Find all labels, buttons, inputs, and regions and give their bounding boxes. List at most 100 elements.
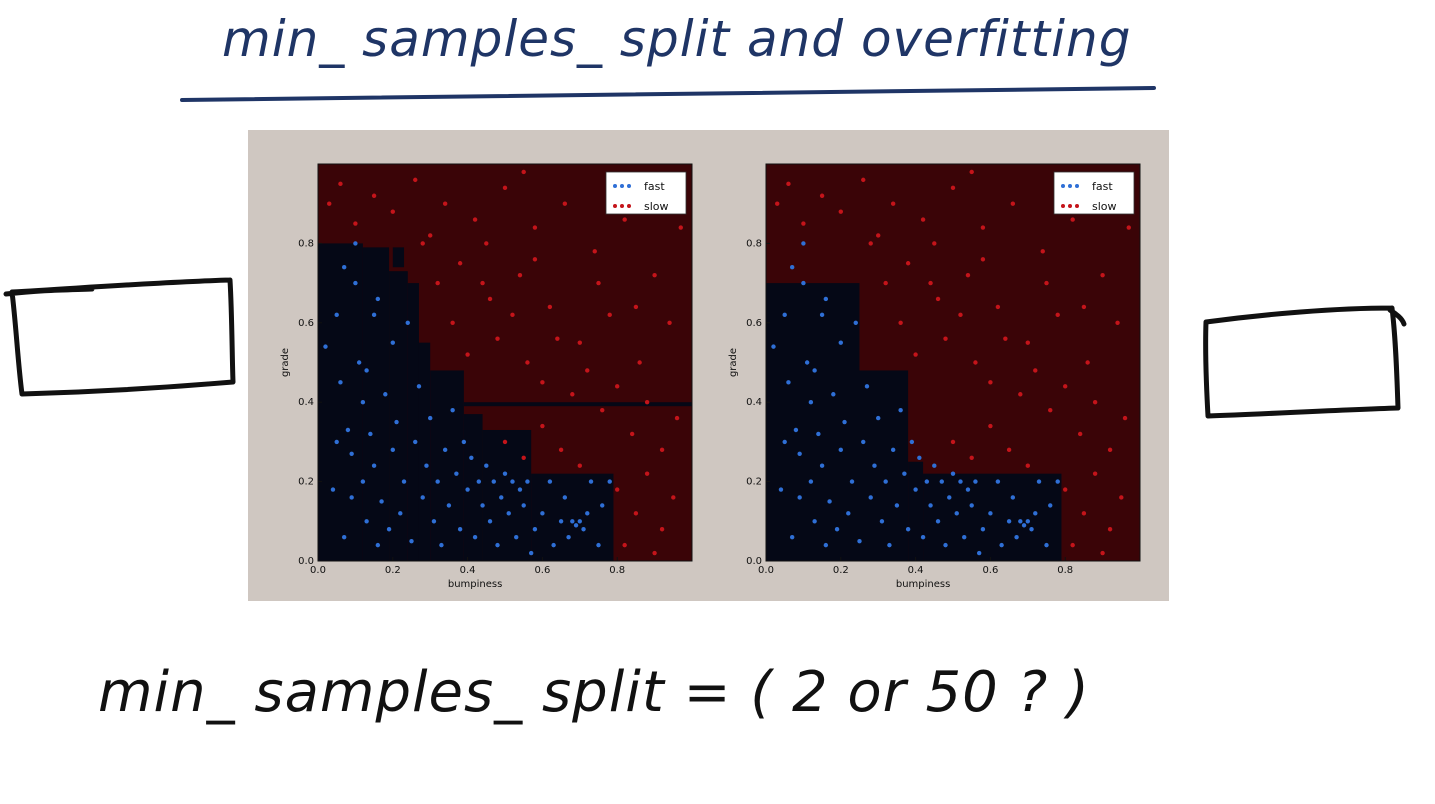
slow-point xyxy=(868,241,873,246)
slow-point xyxy=(1077,431,1083,437)
fast-point xyxy=(360,479,366,484)
fast-point xyxy=(360,400,366,405)
fast-point xyxy=(872,463,877,468)
fast-point xyxy=(472,534,478,540)
slow-point xyxy=(674,415,680,421)
fast-point xyxy=(976,550,982,556)
slow-point xyxy=(1070,217,1075,222)
fast-point xyxy=(349,451,354,457)
slow-point xyxy=(502,439,508,445)
fast-point xyxy=(386,527,392,532)
fast-point xyxy=(1029,527,1034,532)
slow-point xyxy=(1003,336,1008,341)
slow-point xyxy=(1025,463,1030,468)
right-answer-box[interactable] xyxy=(1196,300,1408,424)
fast-point xyxy=(476,479,482,484)
slow-point xyxy=(577,340,582,345)
slow-point xyxy=(988,423,993,429)
slow-point xyxy=(540,380,545,385)
fast-point xyxy=(573,523,579,528)
slow-point xyxy=(1085,360,1090,365)
fast-point xyxy=(562,495,568,500)
fast-point xyxy=(917,455,922,460)
slow-point xyxy=(615,487,620,492)
slow-point xyxy=(1063,384,1068,389)
fast-point xyxy=(1010,495,1016,500)
fast-point xyxy=(345,427,351,433)
fast-point xyxy=(958,479,963,484)
fast-point xyxy=(812,519,817,524)
fast-point xyxy=(849,479,855,484)
fast-point xyxy=(980,527,986,532)
y-tick-label: 0.6 xyxy=(298,318,314,329)
slow-point xyxy=(1010,201,1016,206)
fast-point xyxy=(600,503,605,508)
min-samples-split-question: min_ samples_ split = ( 2 or 50 ? ) xyxy=(98,660,1090,725)
fast-point xyxy=(540,511,545,516)
fast-point xyxy=(446,503,452,508)
slow-point xyxy=(558,447,564,453)
slow-point xyxy=(1119,495,1124,500)
legend-label: fast xyxy=(644,180,665,193)
fast-point xyxy=(502,471,508,476)
fast-point xyxy=(1044,542,1049,548)
fast-point xyxy=(588,479,594,484)
fast-point xyxy=(570,519,575,524)
fast-point xyxy=(816,431,821,437)
slow-point xyxy=(819,193,825,198)
slow-point xyxy=(585,368,590,373)
fast-point xyxy=(838,340,843,345)
slow-point xyxy=(958,312,963,318)
legend-label: fast xyxy=(1092,180,1113,193)
fast-point xyxy=(823,296,829,302)
fast-point xyxy=(771,344,776,349)
fast-point xyxy=(842,419,847,425)
slow-point xyxy=(532,225,538,230)
fast-point xyxy=(988,511,993,516)
fast-point xyxy=(341,265,347,270)
slow-point xyxy=(487,296,493,302)
fast-point xyxy=(383,392,388,397)
fast-point xyxy=(943,542,948,548)
fast-point xyxy=(465,487,470,492)
legend-box xyxy=(605,171,687,215)
slow-point xyxy=(1018,392,1023,397)
legend-marker xyxy=(1061,204,1065,208)
fast-point xyxy=(499,495,504,500)
fast-point xyxy=(894,503,900,508)
slow-point xyxy=(1100,272,1105,278)
slow-point xyxy=(629,431,635,437)
slow-point xyxy=(678,225,683,230)
slow-point xyxy=(1126,225,1131,230)
slow-point xyxy=(338,181,343,187)
slow-point xyxy=(876,233,881,238)
slow-point xyxy=(801,221,806,226)
slow-point xyxy=(596,280,601,286)
slow-point xyxy=(913,352,918,357)
slow-point xyxy=(1048,407,1053,413)
slow-point xyxy=(457,261,463,266)
slow-point xyxy=(615,384,620,389)
slow-point xyxy=(890,201,896,206)
fast-point xyxy=(950,471,956,476)
slow-point xyxy=(950,439,956,445)
slow-point xyxy=(980,257,986,262)
fast-point xyxy=(495,542,500,548)
slow-point xyxy=(1107,527,1113,532)
fast-point xyxy=(364,368,369,373)
fast-point xyxy=(596,542,601,548)
fast-point xyxy=(514,534,519,540)
fast-point xyxy=(932,463,937,468)
slow-point xyxy=(920,217,926,222)
y-axis-label: grade xyxy=(728,348,739,377)
x-tick-label: 0.2 xyxy=(385,565,401,576)
slow-point xyxy=(659,527,665,532)
y-tick-label: 0.0 xyxy=(298,556,314,567)
slow-point xyxy=(1033,368,1038,373)
slow-point xyxy=(472,217,478,222)
slow-point xyxy=(973,360,978,365)
fast-point xyxy=(808,400,814,405)
fast-point xyxy=(607,479,612,484)
fast-point xyxy=(954,511,959,516)
left-answer-box[interactable] xyxy=(2,274,238,400)
